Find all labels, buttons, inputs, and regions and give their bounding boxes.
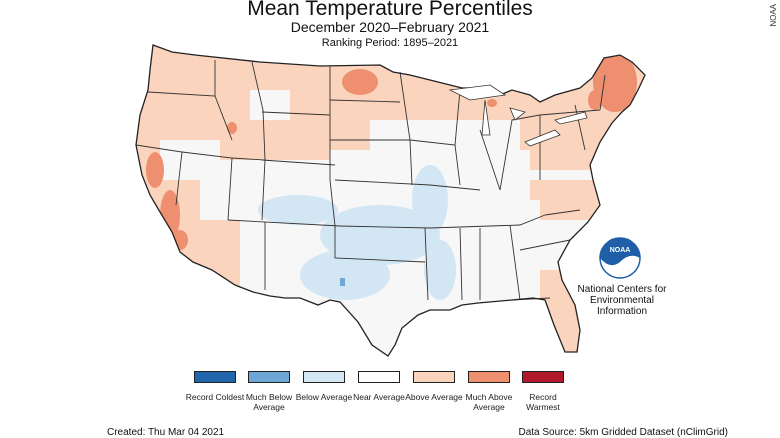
org-name: National Centers for Environmental Infor… [576,284,668,317]
map-title: Mean Temperature Percentiles [247,0,533,20]
legend-label-record-warmest: Record Warmest [526,392,560,412]
region-north-dakota-much-above [342,69,378,95]
legend-swatch-below [303,371,345,383]
org-name-line-2: Environmental [590,295,654,306]
legend-label-below: Below Average [295,392,353,402]
legend-swatch-above [413,371,455,383]
legend-label-record-coldest: Record Coldest [185,392,245,402]
map-subtitle: December 2020–February 2021 [290,19,490,35]
data-source: Data Source: 5km Gridded Dataset (nClimG… [518,427,728,438]
legend-swatch-near [358,371,400,383]
state-borders [135,60,606,301]
org-name-line-3: Information [596,306,648,317]
legend: Record Coldest Much Below Average Below … [0,368,780,428]
region-texas-much-below [340,278,345,286]
noaa-logo-icon: NOAA [599,237,641,279]
legend-swatch-much-below [248,371,290,383]
region-southern-plains-below [320,205,440,265]
region-california-much-above [146,152,164,188]
legend-label-above: Above Average [405,392,463,402]
created-date: Created: Thu Mar 04 2021 [107,427,225,438]
ranking-period: Ranking Period: 1895–2021 [321,37,459,49]
legend-label-much-below: Much Below Average [245,392,293,412]
noaa-logo-text: NOAA [610,247,631,254]
region-maine-much-above [593,52,637,112]
legend-label-near: Near Average [353,392,405,402]
legend-swatch-record-warmest [522,371,564,383]
great-lakes [448,84,588,147]
legend-swatch-much-above [468,371,510,383]
org-name-line-1: National Centers for [577,284,667,295]
legend-swatch-record-coldest [194,371,236,383]
legend-label-much-above: Much Above Average [465,392,513,412]
